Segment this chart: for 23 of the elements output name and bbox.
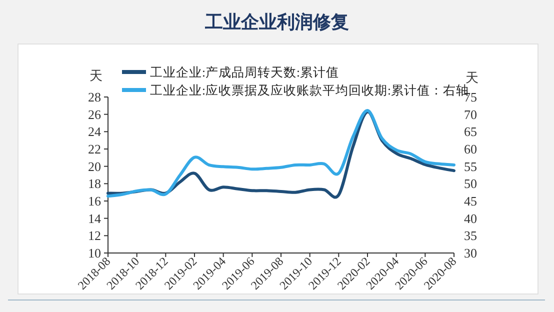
legend-label: 工业企业:产成品周转天数:累计值 [150, 66, 339, 80]
y-tick-label: 18 [88, 176, 101, 192]
y-tick-label: 12 [88, 228, 101, 244]
y-axis-title: 天 [90, 68, 102, 83]
y2-tick-label: 45 [464, 194, 477, 208]
y-tick-label: 10 [88, 246, 101, 260]
y-tick-label: 26 [88, 106, 102, 122]
y2-tick-label: 70 [464, 106, 477, 122]
y2-tick-label: 55 [464, 158, 477, 174]
y2-axis-title: 天 [466, 70, 478, 85]
y2-tick-label: 40 [464, 210, 477, 226]
y-tick-label: 22 [88, 142, 101, 156]
chart-title: 工业企业利润修复 [204, 12, 349, 32]
y-tick-label: 16 [88, 194, 102, 208]
y2-tick-label: 30 [464, 246, 477, 260]
y2-tick-label: 60 [464, 142, 477, 156]
y-tick-label: 24 [88, 124, 102, 140]
y2-tick-label: 35 [464, 228, 477, 244]
y2-tick-label: 65 [464, 124, 477, 140]
y2-tick-label: 50 [464, 176, 477, 192]
y-tick-label: 28 [88, 90, 101, 104]
y-tick-label: 20 [88, 158, 101, 174]
y-tick-label: 14 [88, 210, 102, 226]
